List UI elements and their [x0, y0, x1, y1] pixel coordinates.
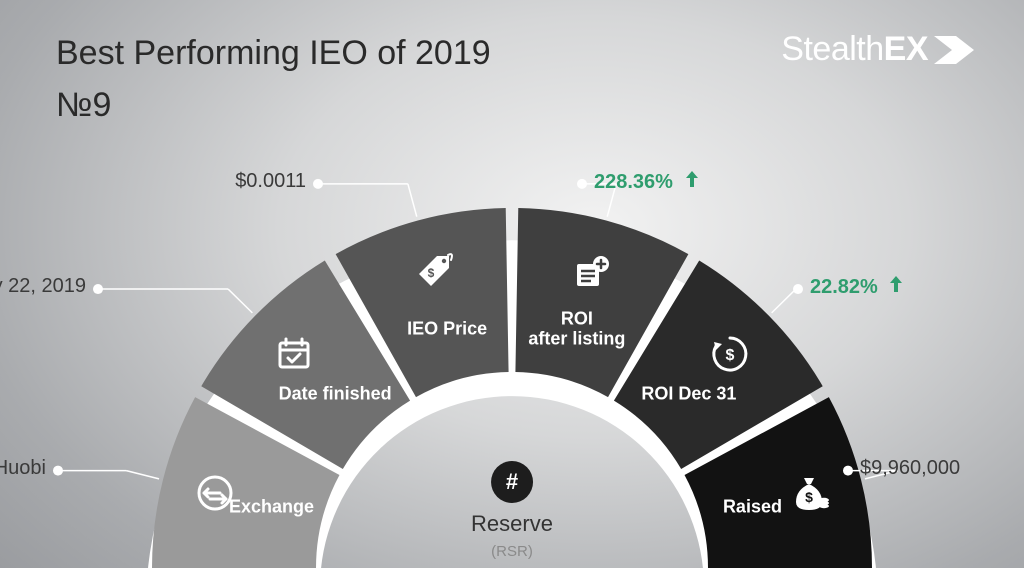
callout-roi-listing-value: 228.36% [594, 171, 673, 193]
up-arrow-icon [685, 170, 699, 194]
callout-roi-dec31: 22.82% [810, 275, 903, 299]
page-title: Best Performing IEO of 2019 [56, 34, 491, 73]
callout-roi-dec31-value: 22.82% [810, 276, 878, 298]
center-coin: # Reserve (RSR) [471, 461, 553, 560]
coin-name: Reserve [471, 511, 553, 537]
callout-roi-listing: 228.36% [594, 170, 699, 194]
up-arrow-icon [889, 275, 903, 299]
callout-date: May 22, 2019 [0, 275, 86, 298]
brand-name-light: Stealth [781, 30, 883, 68]
callout-exchange: Huobi [0, 457, 46, 480]
brand-name-bold: EX [884, 30, 928, 68]
coin-ticker: (RSR) [471, 543, 553, 560]
brand-logo: StealthEX [781, 30, 976, 69]
brand-arrow-icon [932, 32, 976, 68]
hash-icon: # [491, 461, 533, 503]
callout-ieo-price: $0.0011 [235, 170, 306, 193]
callout-raised: $9,960,000 [860, 457, 960, 480]
semi-donut-chart: $ $ $ Exchange Date finished IEO Price R… [132, 178, 892, 578]
brand-name: StealthEX [781, 30, 928, 69]
rank-number: №9 [56, 86, 111, 125]
